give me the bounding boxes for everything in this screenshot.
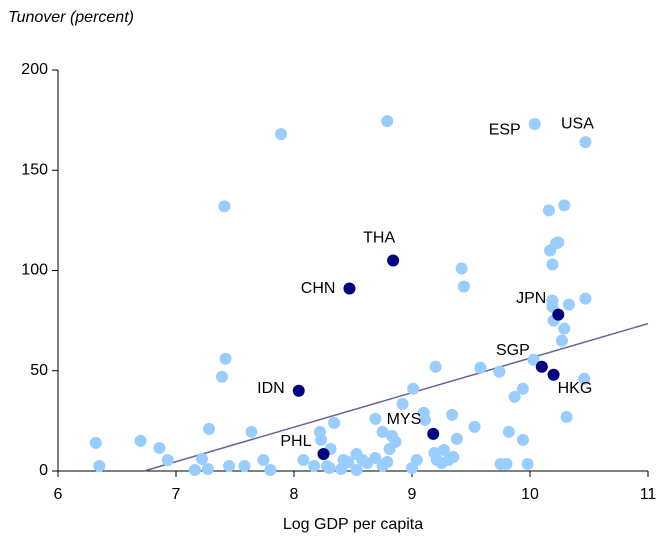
point-label: THA [363, 230, 395, 247]
point [521, 457, 534, 470]
point [502, 425, 515, 438]
point [387, 254, 400, 267]
point [500, 457, 513, 470]
point [315, 433, 328, 446]
point [528, 118, 541, 131]
point [562, 298, 575, 311]
x-tick-label: 9 [408, 486, 417, 503]
point [89, 436, 102, 449]
point [446, 408, 459, 421]
chart-title: Tunover (percent) [8, 9, 134, 26]
point [552, 236, 565, 249]
point [429, 360, 442, 373]
point [161, 453, 174, 466]
point [245, 425, 258, 438]
point [264, 463, 277, 476]
point [455, 262, 468, 275]
x-tick-label: 7 [172, 486, 181, 503]
point [457, 280, 470, 293]
point [579, 136, 592, 149]
annotation: USA [561, 115, 594, 132]
point [238, 459, 251, 472]
point [195, 452, 208, 465]
point [134, 434, 147, 447]
point [369, 451, 382, 464]
point [474, 361, 487, 374]
point [427, 427, 440, 440]
point [493, 365, 506, 378]
point [546, 258, 559, 271]
point-label: CHN [301, 280, 336, 297]
point [437, 443, 450, 456]
point [560, 410, 573, 423]
point [275, 128, 288, 141]
point [558, 199, 571, 212]
point [308, 459, 321, 472]
x-tick-label: 10 [521, 486, 539, 503]
x-tick-label: 6 [54, 486, 63, 503]
point [376, 425, 389, 438]
point [542, 204, 555, 217]
x-tick-label: 11 [640, 486, 657, 503]
y-tick-label: 200 [21, 61, 48, 78]
point [516, 433, 529, 446]
point [292, 384, 305, 397]
y-tick-label: 150 [21, 161, 48, 178]
annotation: ESP [489, 121, 521, 138]
point [527, 353, 540, 366]
point [468, 420, 481, 433]
point [203, 422, 216, 435]
point-label: IDN [257, 380, 285, 397]
y-tick-label: 50 [30, 362, 48, 379]
point [407, 382, 420, 395]
point [447, 450, 460, 463]
y-tick-label: 100 [21, 262, 48, 279]
y-tick-label: 0 [39, 462, 48, 479]
point [381, 455, 394, 468]
point [328, 416, 341, 429]
point [219, 352, 232, 365]
point [578, 372, 591, 385]
point [383, 442, 396, 455]
point [516, 382, 529, 395]
point [342, 455, 355, 468]
point [381, 115, 394, 128]
point [201, 462, 214, 475]
x-tick-label: 8 [290, 486, 299, 503]
point [93, 459, 106, 472]
point [558, 322, 571, 335]
trend-line [143, 322, 649, 472]
point-label: PHL [280, 433, 311, 450]
point [257, 453, 270, 466]
point [369, 412, 382, 425]
point [508, 390, 521, 403]
point [188, 463, 201, 476]
point [552, 308, 565, 321]
point [350, 463, 363, 476]
point [218, 200, 231, 213]
point [343, 282, 356, 295]
point [450, 432, 463, 445]
point-label: JPN [516, 290, 546, 307]
point [410, 453, 423, 466]
point [579, 292, 592, 305]
point [547, 368, 560, 381]
point [555, 334, 568, 347]
x-axis-label: Log GDP per capita [283, 516, 423, 533]
point-label: HKG [558, 380, 593, 397]
point [418, 413, 431, 426]
point-label: MYS [387, 411, 422, 428]
point [323, 461, 336, 474]
point [535, 360, 548, 373]
point [216, 370, 229, 383]
point [317, 447, 330, 460]
point [223, 459, 236, 472]
point-label: SGP [496, 342, 530, 359]
point [153, 441, 166, 454]
point [297, 453, 310, 466]
point [396, 397, 409, 410]
